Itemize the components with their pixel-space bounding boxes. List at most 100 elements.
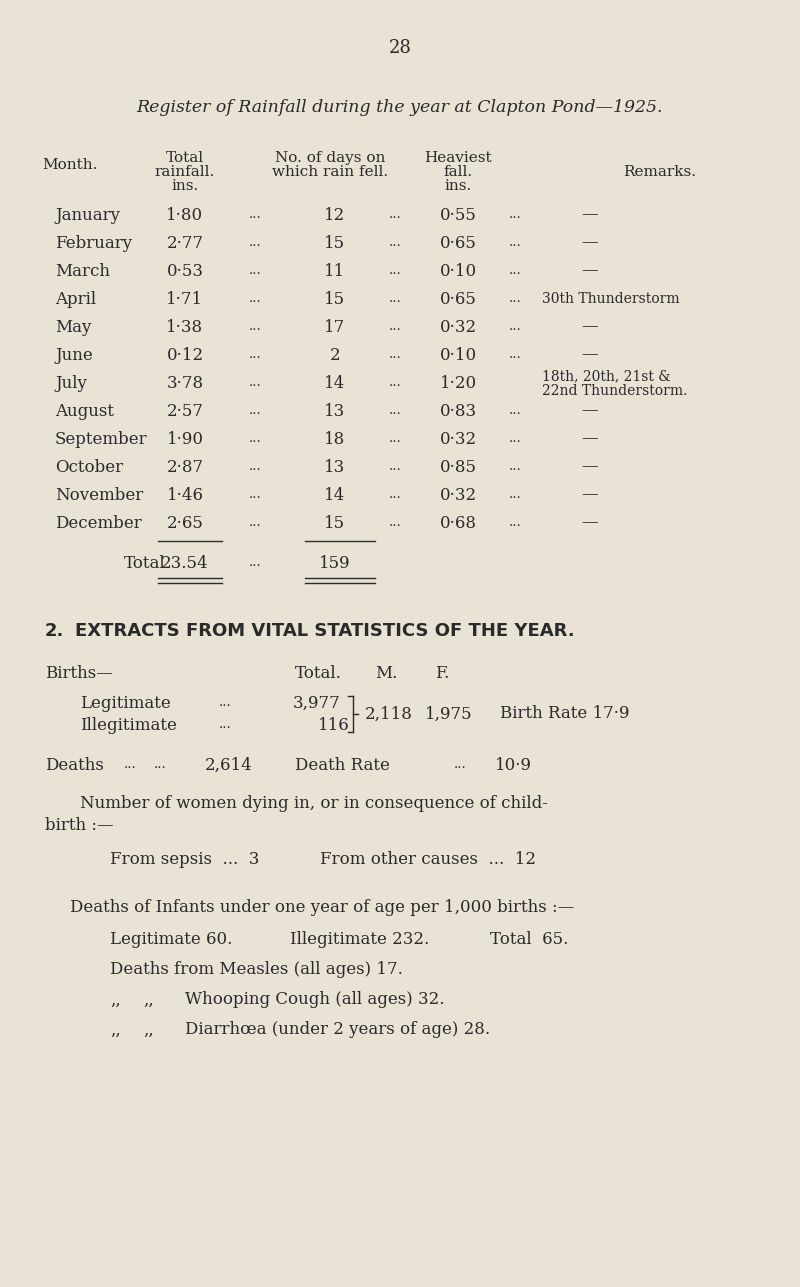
Text: ...: ... bbox=[389, 349, 402, 362]
Text: ...: ... bbox=[249, 237, 262, 250]
Text: ...: ... bbox=[509, 292, 522, 305]
Text: 3,977: 3,977 bbox=[293, 695, 341, 712]
Text: 14: 14 bbox=[324, 375, 346, 391]
Text: ...: ... bbox=[509, 349, 522, 362]
Text: January: January bbox=[55, 206, 120, 224]
Text: 23.54: 23.54 bbox=[161, 555, 209, 571]
Text: ...: ... bbox=[249, 432, 262, 445]
Text: 0·10: 0·10 bbox=[439, 346, 477, 363]
Text: Birth Rate 17·9: Birth Rate 17·9 bbox=[500, 705, 630, 722]
Text: 2,614: 2,614 bbox=[205, 757, 253, 773]
Text: December: December bbox=[55, 515, 142, 532]
Text: 0·32: 0·32 bbox=[439, 318, 477, 336]
Text: ...: ... bbox=[389, 461, 402, 474]
Text: No. of days on: No. of days on bbox=[275, 151, 385, 165]
Text: Births—: Births— bbox=[45, 664, 113, 682]
Text: F.: F. bbox=[435, 664, 450, 682]
Text: ...: ... bbox=[509, 265, 522, 278]
Text: Total: Total bbox=[166, 151, 204, 165]
Text: ...: ... bbox=[389, 237, 402, 250]
Text: 11: 11 bbox=[324, 263, 346, 279]
Text: —: — bbox=[582, 458, 598, 475]
Text: ...: ... bbox=[249, 265, 262, 278]
Text: 10·9: 10·9 bbox=[495, 757, 532, 773]
Text: —: — bbox=[582, 318, 598, 336]
Text: ins.: ins. bbox=[444, 179, 472, 193]
Text: 1·38: 1·38 bbox=[166, 318, 203, 336]
Text: April: April bbox=[55, 291, 96, 308]
Text: 28: 28 bbox=[389, 39, 411, 57]
Text: ...: ... bbox=[509, 320, 522, 333]
Text: ,,: ,, bbox=[143, 1022, 154, 1039]
Text: 2,118: 2,118 bbox=[365, 705, 413, 722]
Text: —: — bbox=[582, 403, 598, 420]
Text: 3·78: 3·78 bbox=[166, 375, 203, 391]
Text: ,,: ,, bbox=[110, 1022, 121, 1039]
Text: birth :—: birth :— bbox=[45, 816, 114, 834]
Text: 116: 116 bbox=[318, 717, 350, 734]
Text: ...: ... bbox=[249, 404, 262, 417]
Text: ...: ... bbox=[389, 516, 402, 529]
Text: Legitimate 60.: Legitimate 60. bbox=[110, 932, 232, 949]
Text: ...: ... bbox=[389, 432, 402, 445]
Text: ...: ... bbox=[249, 516, 262, 529]
Text: ...: ... bbox=[509, 489, 522, 502]
Text: 30th Thunderstorm: 30th Thunderstorm bbox=[542, 292, 680, 306]
Text: ...: ... bbox=[154, 758, 166, 771]
Text: ...: ... bbox=[389, 265, 402, 278]
Text: ...: ... bbox=[124, 758, 136, 771]
Text: Heaviest: Heaviest bbox=[424, 151, 492, 165]
Text: —: — bbox=[582, 206, 598, 224]
Text: ...: ... bbox=[218, 696, 231, 709]
Text: 22nd Thunderstorm.: 22nd Thunderstorm. bbox=[542, 384, 687, 398]
Text: 0·10: 0·10 bbox=[439, 263, 477, 279]
Text: ...: ... bbox=[389, 377, 402, 390]
Text: 1·90: 1·90 bbox=[166, 430, 203, 448]
Text: Number of women dying in, or in consequence of child-: Number of women dying in, or in conseque… bbox=[80, 794, 548, 812]
Text: 15: 15 bbox=[325, 515, 346, 532]
Text: —: — bbox=[582, 430, 598, 448]
Text: Illegitimate: Illegitimate bbox=[80, 717, 177, 734]
Text: —: — bbox=[582, 263, 598, 279]
Text: 18th, 20th, 21st &: 18th, 20th, 21st & bbox=[542, 369, 670, 384]
Text: ...: ... bbox=[389, 489, 402, 502]
Text: 0·55: 0·55 bbox=[439, 206, 477, 224]
Text: ...: ... bbox=[249, 208, 262, 221]
Text: September: September bbox=[55, 430, 148, 448]
Text: ...: ... bbox=[509, 461, 522, 474]
Text: 0·68: 0·68 bbox=[439, 515, 477, 532]
Text: Total: Total bbox=[124, 555, 166, 571]
Text: ...: ... bbox=[509, 432, 522, 445]
Text: November: November bbox=[55, 486, 143, 503]
Text: 2·77: 2·77 bbox=[166, 234, 203, 251]
Text: ...: ... bbox=[389, 292, 402, 305]
Text: 13: 13 bbox=[324, 458, 346, 475]
Text: Total  65.: Total 65. bbox=[490, 932, 568, 949]
Text: August: August bbox=[55, 403, 114, 420]
Text: 17: 17 bbox=[324, 318, 346, 336]
Text: 1·71: 1·71 bbox=[166, 291, 203, 308]
Text: ...: ... bbox=[509, 237, 522, 250]
Text: Legitimate: Legitimate bbox=[80, 695, 170, 712]
Text: ...: ... bbox=[249, 320, 262, 333]
Text: March: March bbox=[55, 263, 110, 279]
Text: From sepsis  ...  3: From sepsis ... 3 bbox=[110, 852, 259, 869]
Text: 0·83: 0·83 bbox=[439, 403, 477, 420]
Text: ...: ... bbox=[509, 404, 522, 417]
Text: 2.: 2. bbox=[45, 622, 64, 640]
Text: 2·87: 2·87 bbox=[166, 458, 203, 475]
Text: From other causes  ...  12: From other causes ... 12 bbox=[320, 852, 536, 869]
Text: 1·20: 1·20 bbox=[439, 375, 477, 391]
Text: July: July bbox=[55, 375, 87, 391]
Text: fall.: fall. bbox=[443, 165, 473, 179]
Text: 18: 18 bbox=[324, 430, 346, 448]
Text: 2: 2 bbox=[330, 346, 340, 363]
Text: May: May bbox=[55, 318, 91, 336]
Text: which rain fell.: which rain fell. bbox=[272, 165, 388, 179]
Text: ...: ... bbox=[249, 292, 262, 305]
Text: ,,: ,, bbox=[110, 991, 121, 1009]
Text: ...: ... bbox=[249, 556, 262, 570]
Text: ...: ... bbox=[218, 718, 231, 731]
Text: ...: ... bbox=[509, 516, 522, 529]
Text: —: — bbox=[582, 515, 598, 532]
